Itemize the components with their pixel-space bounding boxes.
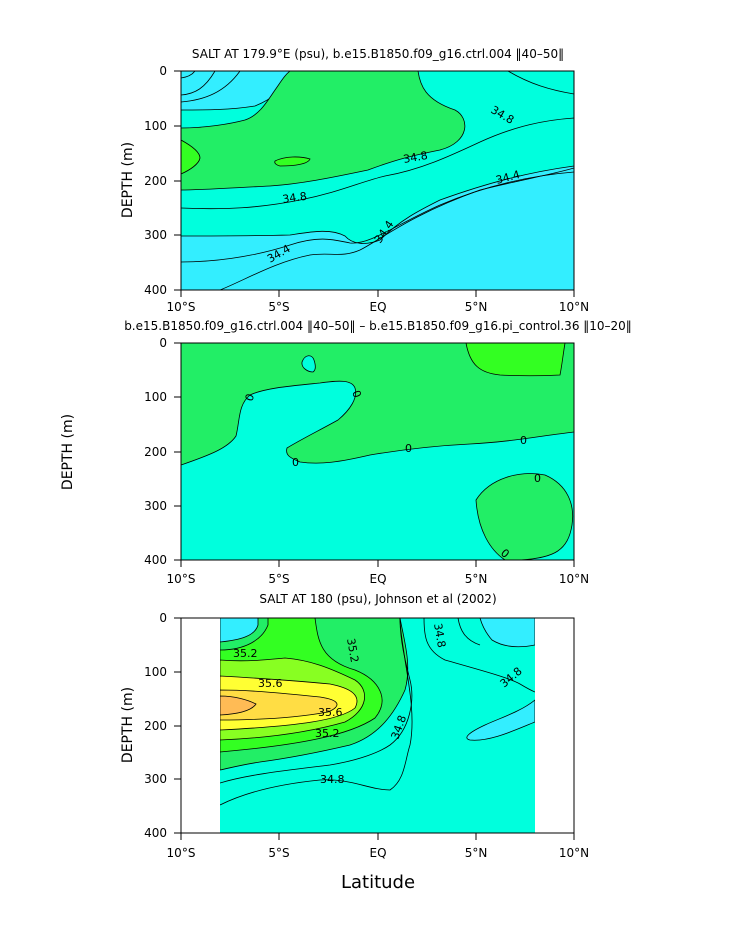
panel-1-fill-higher-left xyxy=(181,139,201,175)
panel-3-fill-yellow2 xyxy=(220,689,338,721)
panel-2-fill-positive-lower xyxy=(475,473,574,560)
y-tick-label: 400 xyxy=(144,553,167,567)
y-tick-label: 400 xyxy=(144,826,167,840)
contour-label: 35.6 xyxy=(258,677,283,690)
contour-label: 0 xyxy=(520,434,527,447)
y-tick-label: 100 xyxy=(144,119,167,133)
panel-1-title: SALT AT 179.9°E (psu), b.e15.B1850.f09_g… xyxy=(192,47,564,61)
x-axis-label: Latitude xyxy=(341,872,415,893)
panel-2-x-ticks: 10°S 5°S EQ 5°N 10°N xyxy=(167,572,590,586)
x-tick-label: 5°N xyxy=(465,300,488,314)
panel-3-fill-low-right2 xyxy=(466,699,535,741)
panel-2-y-label: DEPTH (m) xyxy=(60,414,76,490)
x-tick-label: 10°S xyxy=(167,572,196,586)
panel-2-y-ticks: 0 100 200 300 400 xyxy=(144,336,167,567)
y-tick-label: 200 xyxy=(144,174,167,188)
panel-3-y-ticks: 0 100 200 300 400 xyxy=(144,611,167,840)
y-tick-label: 400 xyxy=(144,283,167,297)
contour-label: 34.8 xyxy=(402,149,428,166)
panel-3-y-label: DEPTH (m) xyxy=(120,687,136,763)
x-tick-label: 10°N xyxy=(559,300,589,314)
x-tick-label: 5°S xyxy=(268,846,289,860)
panel-3-x-ticks: 10°S 5°S EQ 5°N 10°N xyxy=(167,846,590,860)
panel-3: SALT AT 180 (psu), Johnson et al (2002) … xyxy=(120,592,589,893)
x-tick-label: 10°S xyxy=(167,846,196,860)
panel-1-y-label: DEPTH (m) xyxy=(120,142,136,218)
panel-2-fill-higher xyxy=(465,343,566,377)
panel-2: b.e15.B1850.f09_g16.ctrl.004 ‖40–50‖ – b… xyxy=(60,319,632,586)
x-tick-label: EQ xyxy=(369,572,386,586)
panel-1-fill-higher-center xyxy=(274,156,311,167)
x-tick-label: 5°S xyxy=(268,300,289,314)
contour-label: 0 xyxy=(534,472,541,485)
panel-2-title: b.e15.B1850.f09_g16.ctrl.004 ‖40–50‖ – b… xyxy=(124,319,632,333)
contour-label: 0 xyxy=(405,442,412,455)
y-tick-label: 0 xyxy=(159,611,167,625)
x-tick-label: 10°N xyxy=(559,846,589,860)
panel-1-y-ticks: 0 100 200 300 400 xyxy=(144,64,167,297)
panel-3-title: SALT AT 180 (psu), Johnson et al (2002) xyxy=(259,592,496,606)
contour-label: 34.8 xyxy=(431,622,448,648)
x-tick-label: 5°N xyxy=(465,572,488,586)
x-tick-label: 5°N xyxy=(465,846,488,860)
panel-1: SALT AT 179.9°E (psu), b.e15.B1850.f09_g… xyxy=(120,47,589,314)
panel-3-fill-orange xyxy=(220,695,257,716)
contour-label: 35.2 xyxy=(233,647,258,660)
y-tick-label: 0 xyxy=(159,64,167,78)
panel-2-plot-area xyxy=(181,343,574,560)
contour-label: 0 xyxy=(349,389,364,400)
y-tick-label: 300 xyxy=(144,772,167,786)
contour-label: 0 xyxy=(243,392,258,403)
contour-label: 35.2 xyxy=(315,727,340,740)
contour-label: 0 xyxy=(292,456,299,469)
y-tick-label: 0 xyxy=(159,336,167,350)
panel-1-x-ticks: 10°S 5°S EQ 5°N 10°N xyxy=(167,300,590,314)
x-tick-label: EQ xyxy=(369,846,386,860)
y-tick-label: 200 xyxy=(144,445,167,459)
contour-label: 35.6 xyxy=(318,706,343,719)
panel-3-fill-low-right xyxy=(479,618,535,648)
contour-label: 34.8 xyxy=(282,190,308,206)
panel-1-plot-area xyxy=(181,71,574,290)
contour-label: 35.2 xyxy=(344,637,361,663)
contour-label: 34.8 xyxy=(320,773,345,786)
contour-label: 34.4 xyxy=(494,168,521,187)
panel-1-fill-high xyxy=(181,71,466,191)
x-tick-label: 10°N xyxy=(559,572,589,586)
panel-3-plot-area xyxy=(220,618,535,833)
x-tick-label: 10°S xyxy=(167,300,196,314)
x-tick-label: EQ xyxy=(369,300,386,314)
y-tick-label: 100 xyxy=(144,665,167,679)
y-tick-label: 300 xyxy=(144,499,167,513)
y-tick-label: 200 xyxy=(144,719,167,733)
x-tick-label: 5°S xyxy=(268,572,289,586)
y-tick-label: 300 xyxy=(144,228,167,242)
panel-2-fill-positive xyxy=(181,343,574,466)
y-tick-label: 100 xyxy=(144,390,167,404)
panel-2-fill-neg-small xyxy=(301,355,316,373)
